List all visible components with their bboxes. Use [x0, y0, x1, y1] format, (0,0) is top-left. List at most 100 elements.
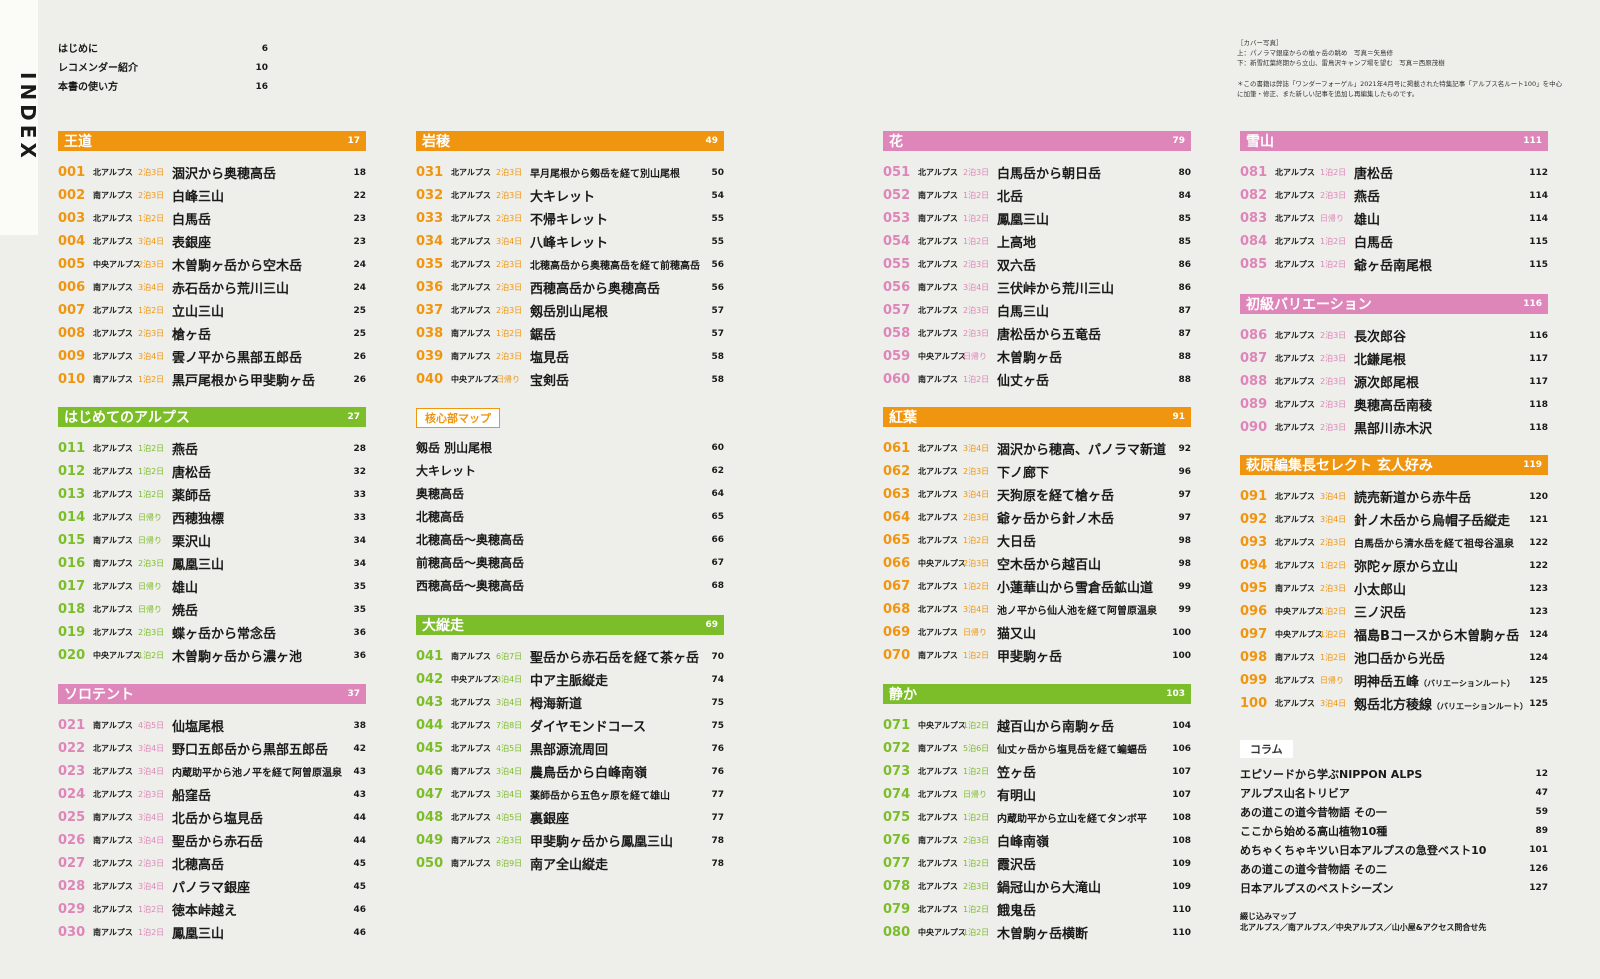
route-row[interactable]: 032 北アルプス 2泊3日 大キレット 54 [416, 184, 724, 207]
route-row[interactable]: 040 中央アルプス 日帰り 宝剣岳 58 [416, 368, 724, 391]
route-row[interactable]: 011 北アルプス 1泊2日 燕岳 28 [58, 437, 366, 460]
route-row[interactable]: 092 北アルプス 3泊4日 針ノ木岳から烏帽子岳縦走 121 [1240, 508, 1548, 531]
route-row[interactable]: 028 北アルプス 3泊4日 パノラマ銀座 45 [58, 875, 366, 898]
route-row[interactable]: 099 北アルプス 日帰り 明神岳五峰（バリエーションルート） 125 [1240, 669, 1548, 692]
route-row[interactable]: 014 北アルプス 日帰り 西穂独標 33 [58, 506, 366, 529]
map-row[interactable]: 西穂高岳～奥穂高岳 68 [416, 574, 724, 597]
route-row[interactable]: 033 北アルプス 2泊3日 不帰キレット 55 [416, 207, 724, 230]
route-row[interactable]: 071 中央アルプス 1泊2日 越百山から南駒ヶ岳 104 [883, 714, 1191, 737]
route-row[interactable]: 021 南アルプス 4泊5日 仙塩尾根 38 [58, 714, 366, 737]
column-row[interactable]: あの道この道今昔物語 その二 126 [1240, 859, 1548, 878]
route-row[interactable]: 073 北アルプス 1泊2日 笠ヶ岳 107 [883, 760, 1191, 783]
route-row[interactable]: 054 北アルプス 1泊2日 上高地 85 [883, 230, 1191, 253]
route-row[interactable]: 022 北アルプス 3泊4日 野口五郎岳から黒部五郎岳 42 [58, 737, 366, 760]
route-row[interactable]: 067 北アルプス 1泊2日 小蓮華山から雪倉岳鉱山道 99 [883, 575, 1191, 598]
route-row[interactable]: 077 北アルプス 1泊2日 霞沢岳 109 [883, 852, 1191, 875]
route-row[interactable]: 006 南アルプス 3泊4日 赤石岳から荒川三山 24 [58, 276, 366, 299]
route-row[interactable]: 027 北アルプス 2泊3日 北穂高岳 45 [58, 852, 366, 875]
map-row[interactable]: 奥穂高岳 64 [416, 482, 724, 505]
map-row[interactable]: 剱岳 別山尾根 60 [416, 436, 724, 459]
route-row[interactable]: 003 北アルプス 1泊2日 白馬岳 23 [58, 207, 366, 230]
route-row[interactable]: 017 北アルプス 日帰り 雄山 35 [58, 575, 366, 598]
route-row[interactable]: 096 中央アルプス 1泊2日 三ノ沢岳 123 [1240, 600, 1548, 623]
route-row[interactable]: 048 北アルプス 4泊5日 裏銀座 77 [416, 806, 724, 829]
intro-row[interactable]: 本書の使い方 16 [58, 78, 268, 97]
route-row[interactable]: 089 北アルプス 2泊3日 奥穂高岳南稜 118 [1240, 393, 1548, 416]
route-row[interactable]: 084 北アルプス 1泊2日 白馬岳 115 [1240, 230, 1548, 253]
route-row[interactable]: 072 南アルプス 5泊6日 仙丈ヶ岳から塩見岳を経て蝙蝠岳 106 [883, 737, 1191, 760]
route-row[interactable]: 049 南アルプス 2泊3日 甲斐駒ヶ岳から鳳凰三山 78 [416, 829, 724, 852]
route-row[interactable]: 008 北アルプス 2泊3日 槍ヶ岳 25 [58, 322, 366, 345]
column-row[interactable]: アルプス山名トリビア 47 [1240, 783, 1548, 802]
route-row[interactable]: 061 北アルプス 3泊4日 涸沢から穂高、パノラマ新道 92 [883, 437, 1191, 460]
route-row[interactable]: 009 北アルプス 3泊4日 雲ノ平から黒部五郎岳 26 [58, 345, 366, 368]
route-row[interactable]: 095 南アルプス 2泊3日 小太郎山 123 [1240, 577, 1548, 600]
map-row[interactable]: 北穂高岳～奥穂高岳 66 [416, 528, 724, 551]
route-row[interactable]: 060 南アルプス 1泊2日 仙丈ヶ岳 88 [883, 368, 1191, 391]
route-row[interactable]: 056 南アルプス 3泊4日 三伏峠から荒川三山 86 [883, 276, 1191, 299]
route-row[interactable]: 100 北アルプス 3泊4日 剱岳北方稜線（バリエーションルート） 125 [1240, 692, 1548, 715]
route-row[interactable]: 086 北アルプス 2泊3日 長次郎谷 116 [1240, 324, 1548, 347]
route-row[interactable]: 070 南アルプス 1泊2日 甲斐駒ヶ岳 100 [883, 644, 1191, 667]
route-row[interactable]: 080 中央アルプス 1泊2日 木曽駒ヶ岳横断 110 [883, 921, 1191, 944]
route-row[interactable]: 046 南アルプス 3泊4日 農鳥岳から白峰南嶺 76 [416, 760, 724, 783]
route-row[interactable]: 025 南アルプス 3泊4日 北岳から塩見岳 44 [58, 806, 366, 829]
route-row[interactable]: 026 南アルプス 3泊4日 聖岳から赤石岳 44 [58, 829, 366, 852]
route-row[interactable]: 094 北アルプス 1泊2日 弥陀ヶ原から立山 122 [1240, 554, 1548, 577]
route-row[interactable]: 024 北アルプス 2泊3日 船窪岳 43 [58, 783, 366, 806]
route-row[interactable]: 047 北アルプス 3泊4日 薬師岳から五色ヶ原を経て雄山 77 [416, 783, 724, 806]
route-row[interactable]: 068 北アルプス 3泊4日 池ノ平から仙人池を経て阿曽原温泉 99 [883, 598, 1191, 621]
route-row[interactable]: 016 南アルプス 2泊3日 鳳凰三山 34 [58, 552, 366, 575]
column-row[interactable]: あの道この道今昔物語 その一 59 [1240, 802, 1548, 821]
route-row[interactable]: 004 北アルプス 3泊4日 表銀座 23 [58, 230, 366, 253]
route-row[interactable]: 035 北アルプス 2泊3日 北穂高岳から奥穂高岳を経て前穂高岳 56 [416, 253, 724, 276]
route-row[interactable]: 081 北アルプス 1泊2日 唐松岳 112 [1240, 161, 1548, 184]
route-row[interactable]: 030 南アルプス 1泊2日 鳳凰三山 46 [58, 921, 366, 944]
route-row[interactable]: 012 北アルプス 1泊2日 唐松岳 32 [58, 460, 366, 483]
route-row[interactable]: 042 中央アルプス 3泊4日 中ア主脈縦走 74 [416, 668, 724, 691]
route-row[interactable]: 088 北アルプス 2泊3日 源次郎尾根 117 [1240, 370, 1548, 393]
map-row[interactable]: 前穂高岳～奥穂高岳 67 [416, 551, 724, 574]
route-row[interactable]: 044 北アルプス 7泊8日 ダイヤモンドコース 75 [416, 714, 724, 737]
column-row[interactable]: ここから始める高山植物10種 89 [1240, 821, 1548, 840]
column-row[interactable]: 日本アルプスのベストシーズン 127 [1240, 878, 1548, 897]
route-row[interactable]: 087 北アルプス 2泊3日 北鎌尾根 117 [1240, 347, 1548, 370]
route-row[interactable]: 038 南アルプス 1泊2日 鋸岳 57 [416, 322, 724, 345]
route-row[interactable]: 002 南アルプス 2泊3日 白峰三山 22 [58, 184, 366, 207]
route-row[interactable]: 005 中央アルプス 2泊3日 木曽駒ヶ岳から空木岳 24 [58, 253, 366, 276]
route-row[interactable]: 055 北アルプス 2泊3日 双六岳 86 [883, 253, 1191, 276]
route-row[interactable]: 062 北アルプス 2泊3日 下ノ廊下 96 [883, 460, 1191, 483]
intro-row[interactable]: はじめに 6 [58, 40, 268, 59]
route-row[interactable]: 013 北アルプス 1泊2日 薬師岳 33 [58, 483, 366, 506]
route-row[interactable]: 058 北アルプス 2泊3日 唐松岳から五竜岳 87 [883, 322, 1191, 345]
route-row[interactable]: 041 南アルプス 6泊7日 聖岳から赤石岳を経て茶ヶ岳 70 [416, 645, 724, 668]
route-row[interactable]: 098 南アルプス 1泊2日 池口岳から光岳 124 [1240, 646, 1548, 669]
route-row[interactable]: 093 北アルプス 2泊3日 白馬岳から清水岳を経て祖母谷温泉 122 [1240, 531, 1548, 554]
route-row[interactable]: 045 北アルプス 4泊5日 黒部源流周回 76 [416, 737, 724, 760]
route-row[interactable]: 063 北アルプス 3泊4日 天狗原を経て槍ヶ岳 97 [883, 483, 1191, 506]
map-row[interactable]: 大キレット 62 [416, 459, 724, 482]
route-row[interactable]: 090 北アルプス 2泊3日 黒部川赤木沢 118 [1240, 416, 1548, 439]
route-row[interactable]: 007 北アルプス 1泊2日 立山三山 25 [58, 299, 366, 322]
route-row[interactable]: 043 北アルプス 3泊4日 栂海新道 75 [416, 691, 724, 714]
route-row[interactable]: 052 南アルプス 1泊2日 北岳 84 [883, 184, 1191, 207]
route-row[interactable]: 010 南アルプス 1泊2日 黒戸尾根から甲斐駒ヶ岳 26 [58, 368, 366, 391]
route-row[interactable]: 001 北アルプス 2泊3日 涸沢から奥穂高岳 18 [58, 161, 366, 184]
route-row[interactable]: 029 北アルプス 1泊2日 徳本峠越え 46 [58, 898, 366, 921]
route-row[interactable]: 064 北アルプス 2泊3日 爺ヶ岳から針ノ木岳 97 [883, 506, 1191, 529]
route-row[interactable]: 031 北アルプス 2泊3日 早月尾根から剱岳を経て別山尾根 50 [416, 161, 724, 184]
route-row[interactable]: 051 北アルプス 2泊3日 白馬岳から朝日岳 80 [883, 161, 1191, 184]
route-row[interactable]: 076 南アルプス 2泊3日 白峰南嶺 108 [883, 829, 1191, 852]
route-row[interactable]: 091 北アルプス 3泊4日 読売新道から赤牛岳 120 [1240, 485, 1548, 508]
route-row[interactable]: 065 北アルプス 1泊2日 大日岳 98 [883, 529, 1191, 552]
route-row[interactable]: 082 北アルプス 2泊3日 燕岳 114 [1240, 184, 1548, 207]
map-row[interactable]: 北穂高岳 65 [416, 505, 724, 528]
route-row[interactable]: 037 北アルプス 2泊3日 剱岳別山尾根 57 [416, 299, 724, 322]
route-row[interactable]: 079 北アルプス 1泊2日 餓鬼岳 110 [883, 898, 1191, 921]
route-row[interactable]: 083 北アルプス 日帰り 雄山 114 [1240, 207, 1548, 230]
route-row[interactable]: 015 南アルプス 日帰り 栗沢山 34 [58, 529, 366, 552]
route-row[interactable]: 039 南アルプス 2泊3日 塩見岳 58 [416, 345, 724, 368]
route-row[interactable]: 050 南アルプス 8泊9日 南ア全山縦走 78 [416, 852, 724, 875]
route-row[interactable]: 023 北アルプス 3泊4日 内蔵助平から池ノ平を経て阿曽原温泉 43 [58, 760, 366, 783]
intro-row[interactable]: レコメンダー紹介 10 [58, 59, 268, 78]
